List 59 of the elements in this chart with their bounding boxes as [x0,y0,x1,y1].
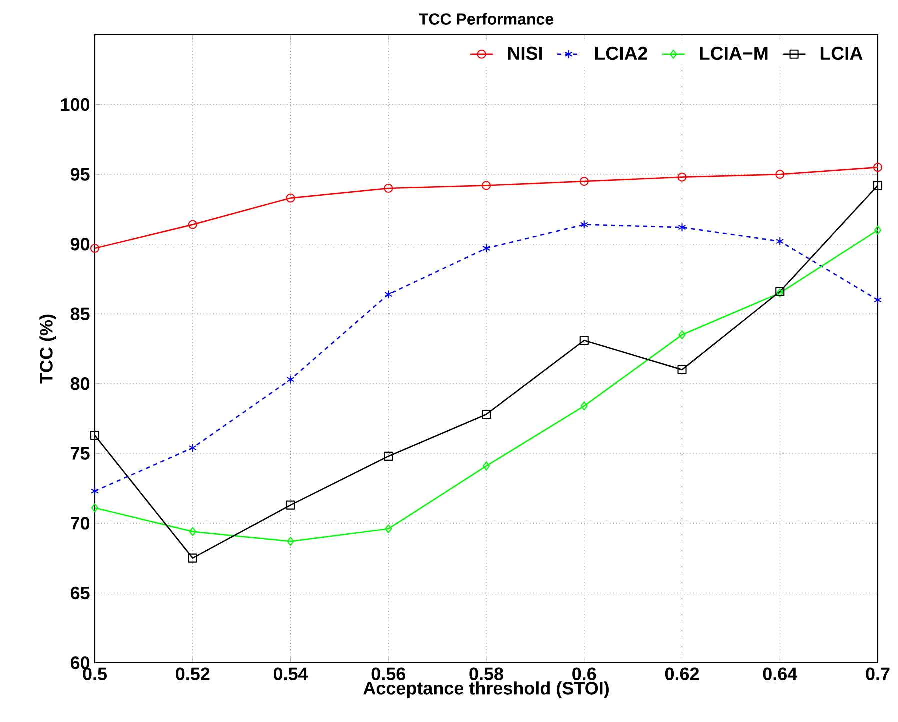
x-tick-label: 0.54 [274,668,308,680]
chart-title: TCC Performance [419,13,554,25]
y-tick-label: 60 [70,656,90,670]
point [385,524,392,534]
point [384,290,393,300]
point [482,181,492,190]
point [580,176,589,186]
y-tick-label: 70 [71,517,90,530]
y-axis-title: TCC (%) [40,314,56,384]
y-tick-label: 95 [70,168,90,181]
point [482,462,490,471]
point [90,244,100,254]
point [874,226,882,235]
point [580,336,589,346]
legend-label: LCIA−M [700,46,768,60]
point [580,220,588,230]
point [188,220,198,230]
point [482,410,492,420]
y-tick-label: 100 [61,98,90,112]
x-tick-label: 0.5 [83,668,108,680]
x-tick-label: 0.58 [470,668,504,680]
point [287,537,294,546]
point [286,500,296,510]
x-tick-label: 0.6 [572,668,596,680]
legend-label: LCIA [820,46,863,60]
point [188,444,197,453]
point [482,244,491,254]
y-tick-label: 75 [71,447,90,460]
y-tick-label: 65 [70,586,90,600]
legend-label: NISI [508,46,542,60]
point [286,194,296,203]
x-tick-label: 0.64 [763,668,798,680]
point [678,223,686,232]
point [91,504,99,513]
y-tick-label: 90 [70,238,90,251]
point [286,375,295,384]
point [384,184,394,194]
point [874,296,882,305]
point [678,330,686,340]
point [776,170,785,180]
x-tick-label: 0.7 [866,668,890,680]
x-tick-label: 0.62 [665,668,700,680]
x-axis-title: Acceptance threshold (STOI) [364,682,609,698]
point [776,237,784,246]
y-tick-label: 80 [70,378,90,390]
point [678,172,687,182]
point [873,181,883,190]
point [384,452,394,461]
point [188,554,198,563]
point [91,486,100,496]
x-tick-label: 0.56 [372,668,406,680]
point [90,430,100,440]
legend-label: LCIA2 [595,46,648,60]
point [678,365,687,374]
y-tick-label: 85 [70,308,90,320]
point [580,402,588,411]
point [189,527,196,536]
point [873,163,883,172]
x-tick-label: 0.52 [176,668,210,680]
